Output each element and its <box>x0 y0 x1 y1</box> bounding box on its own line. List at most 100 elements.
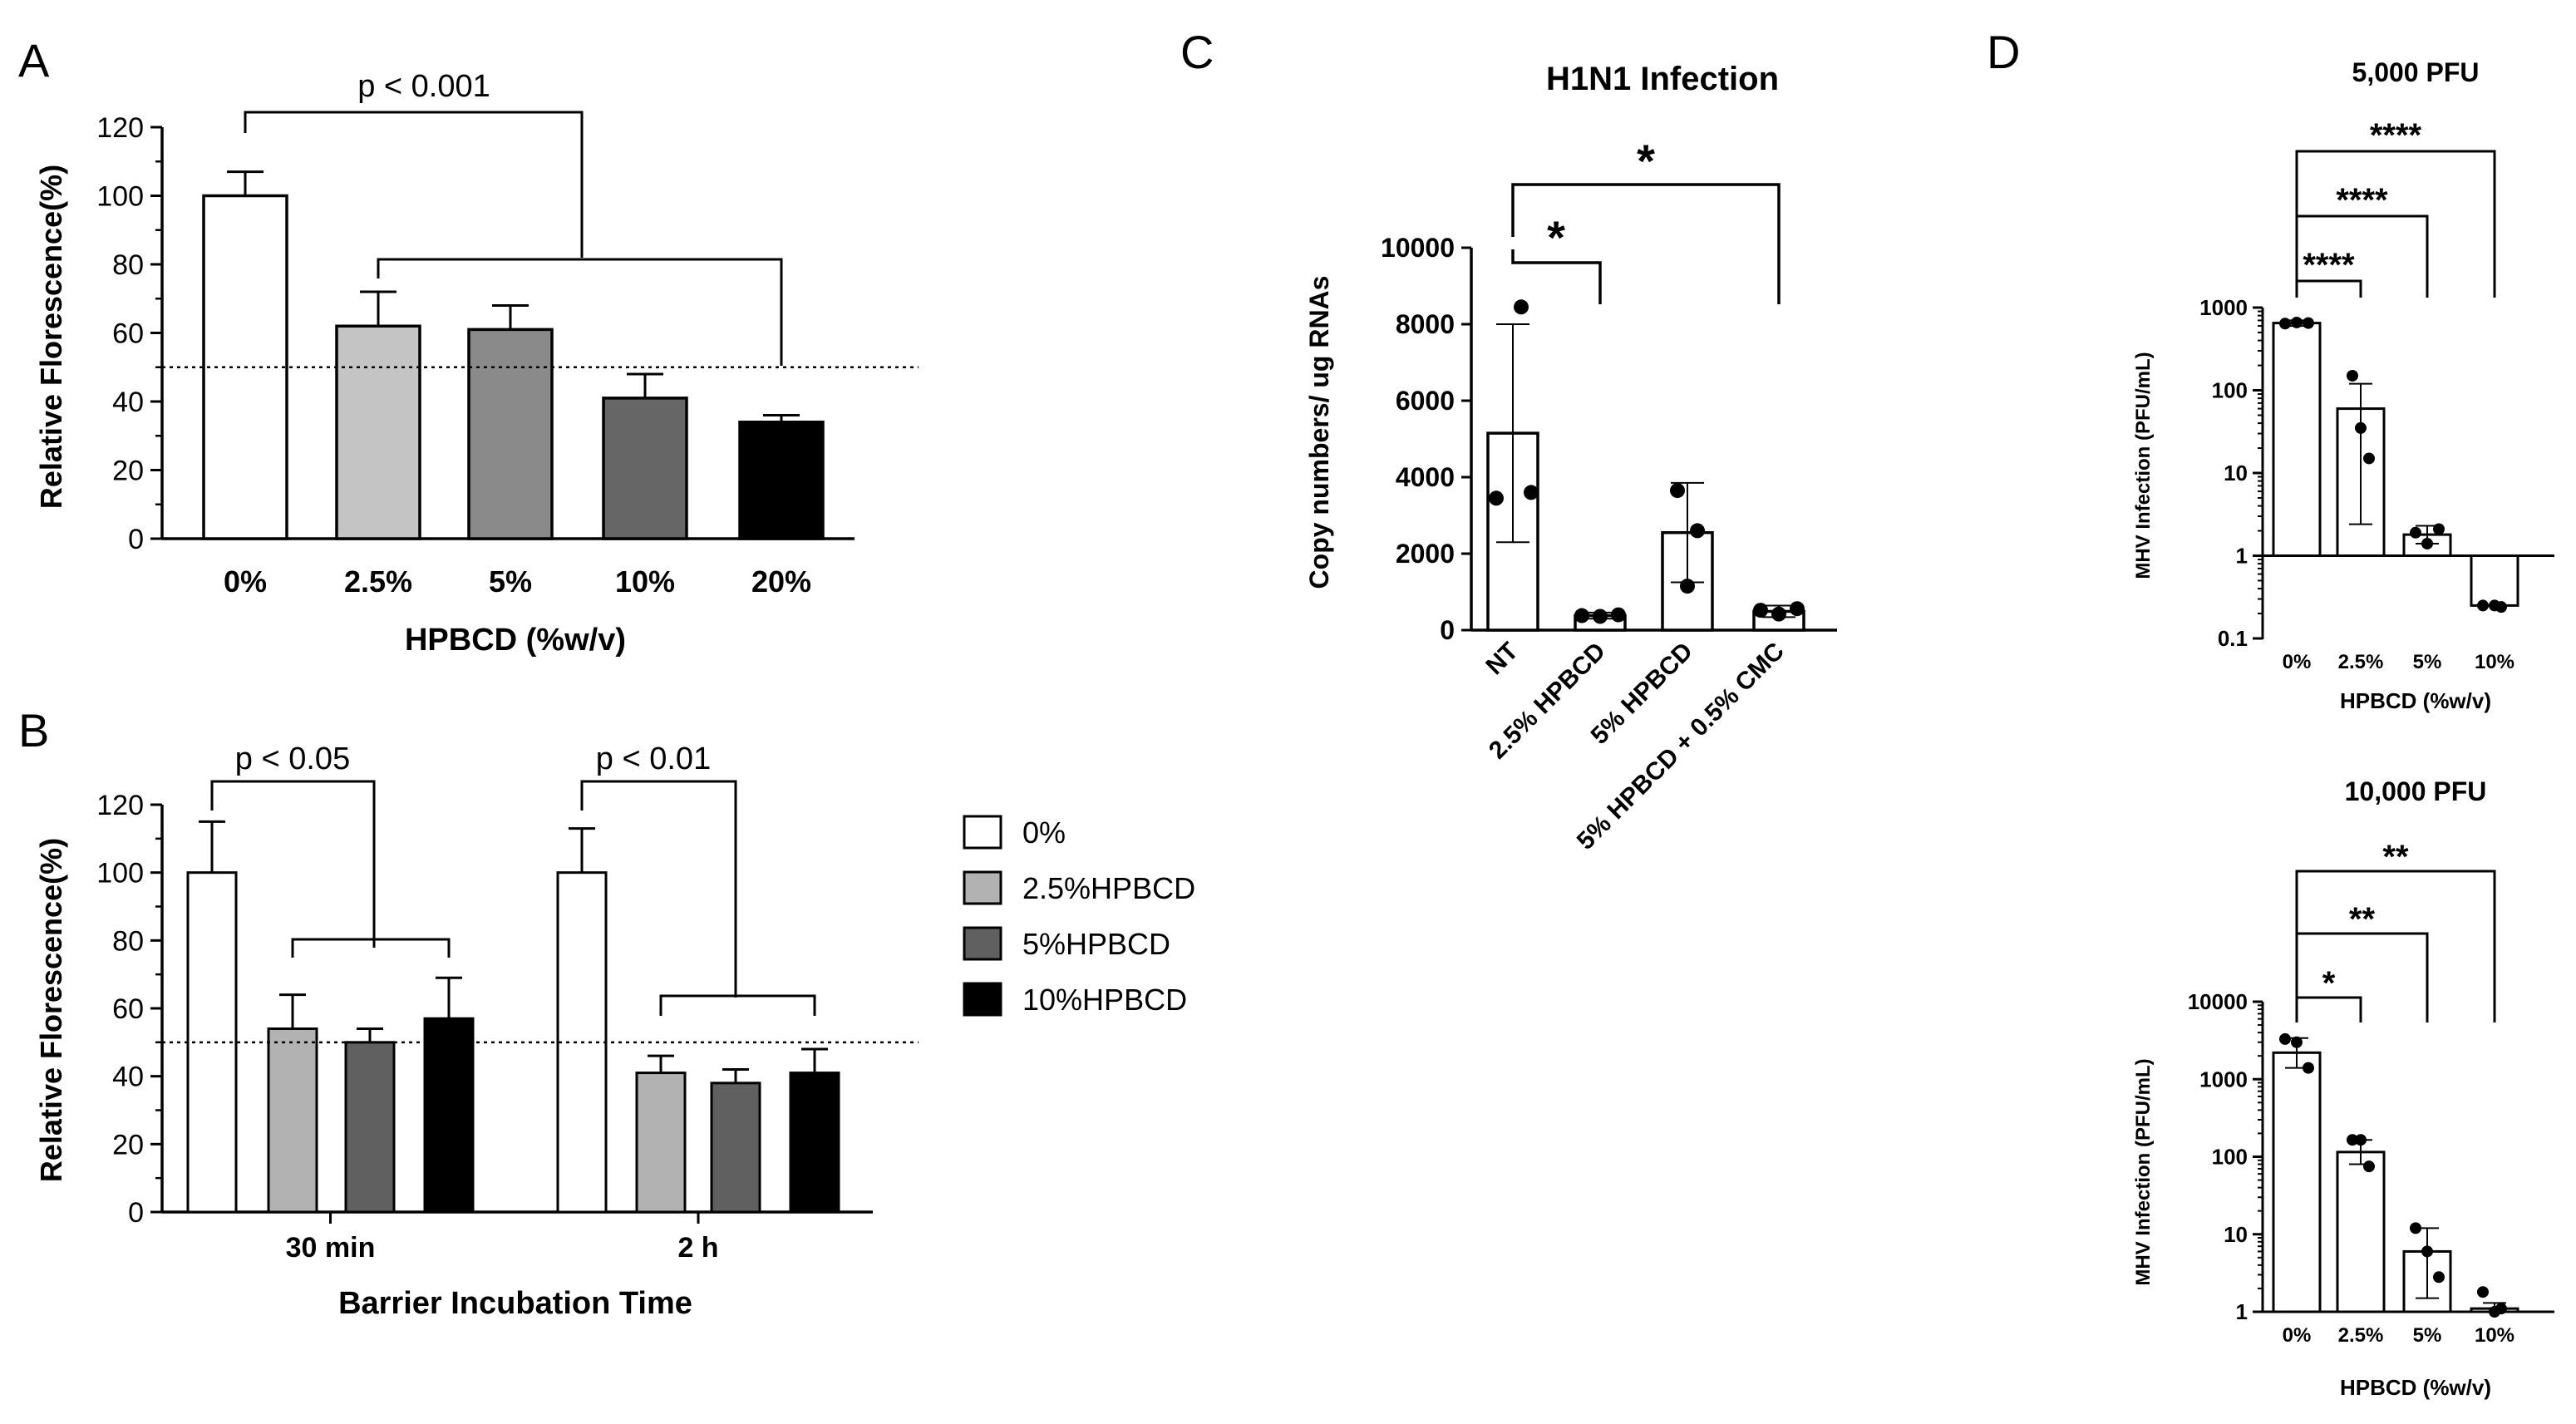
data-point <box>2355 421 2367 434</box>
significance-marker: **** <box>2303 247 2355 283</box>
bar <box>344 1041 396 1214</box>
panel-a-xlabel: HPBCD (%w/v) <box>405 623 626 658</box>
y-tick-label: 0.1 <box>2218 626 2248 651</box>
y-tick-label: 10000 <box>1381 233 1455 263</box>
y-tick-label: 100 <box>96 858 144 889</box>
x-tick-label: 0% <box>224 564 267 599</box>
panel-d2-title: 10,000 PFU <box>2345 776 2487 806</box>
panel-c-title: H1N1 Infection <box>1546 61 1779 97</box>
y-tick-label: 100 <box>2212 1145 2248 1170</box>
bar <box>267 1027 318 1214</box>
panel-d1-ylabel: MHV Infection (PFU/mL) <box>2132 352 2155 579</box>
data-point <box>1593 609 1608 624</box>
legend-swatch-0 <box>963 815 1002 850</box>
x-tick-label: 0% <box>2283 651 2312 673</box>
panel-a-ylabel: Relative Florescence(%) <box>34 165 68 509</box>
bar <box>467 328 554 540</box>
data-point <box>1670 483 1685 499</box>
significance-bracket <box>2295 870 2496 1022</box>
y-tick-label: 1000 <box>2199 295 2248 320</box>
y-tick-label: 60 <box>112 993 144 1025</box>
y-tick-label: 0 <box>1440 615 1455 645</box>
data-point <box>1680 579 1695 594</box>
y-tick-label: 1 <box>2236 1299 2248 1324</box>
x-tick-label: 2.5% <box>344 564 412 599</box>
panel-label-b: B <box>18 704 49 756</box>
x-tick-label: 5% <box>2413 1324 2442 1347</box>
y-tick-label: 120 <box>96 112 144 144</box>
y-tick-label: 40 <box>112 1062 144 1093</box>
panel-b-chart: 0 20 40 60 80 100 120 30 min 2 h <box>96 780 919 1264</box>
data-point <box>2421 1245 2433 1258</box>
y-tick-label: 20 <box>112 456 144 487</box>
bar <box>423 1017 475 1214</box>
x-tick-label: 10% <box>615 564 675 599</box>
significance-bracket <box>1511 183 1781 304</box>
y-tick-label: 2000 <box>1396 539 1455 569</box>
y-tick-label: 4000 <box>1396 462 1455 492</box>
data-point <box>2347 369 2358 382</box>
data-point <box>1524 485 1539 500</box>
panel-d1-chart: 0.1 1 10 100 1000 0% 2.5% 5% 10% **** **** **** <box>2199 117 2554 673</box>
x-tick-label: 30 min <box>286 1232 376 1264</box>
x-tick-label: 10% <box>2475 1324 2514 1347</box>
y-tick-label: 1 <box>2236 544 2248 569</box>
panel-b-ylabel: Relative Florescence(%) <box>34 838 68 1182</box>
x-tick-label: 10% <box>2475 651 2514 673</box>
significance-marker: ** <box>2382 839 2409 875</box>
legend-swatch-3 <box>963 982 1002 1017</box>
panel-c-ylabel: Copy numbers/ ug RNAs <box>1304 276 1334 589</box>
data-point <box>2291 316 2303 328</box>
bar <box>335 324 421 540</box>
significance-marker: * <box>1547 211 1565 264</box>
panel-b-annotation-2: p < 0.01 <box>596 742 711 776</box>
panel-label-d: D <box>1987 26 2020 78</box>
data-point <box>2355 1134 2367 1146</box>
significance-bracket <box>1511 249 1602 304</box>
significance-bracket-group <box>377 258 783 366</box>
bar <box>738 421 825 540</box>
x-tick-label: 0% <box>2283 1324 2312 1347</box>
significance-bracket-top <box>580 780 737 998</box>
data-point <box>1611 607 1626 623</box>
data-point <box>2489 1306 2500 1318</box>
significance-bracket-group <box>659 994 816 1016</box>
panel-b-annotation-1: p < 0.05 <box>235 742 350 776</box>
bar <box>186 871 238 1214</box>
panel-a-annotation: p < 0.001 <box>357 69 490 104</box>
panel-b-legend: 0% 2.5%HPBCD 5%HPBCD 10%HPBCD <box>963 815 1195 1017</box>
y-tick-label: 20 <box>112 1129 144 1160</box>
panel-d2-xlabel: HPBCD (%w/v) <box>2340 1375 2491 1400</box>
panel-d1-xlabel: HPBCD (%w/v) <box>2340 688 2491 713</box>
y-tick-label: 100 <box>2212 378 2248 403</box>
panel-label-a: A <box>18 34 50 86</box>
y-tick-label: 0 <box>128 1197 144 1229</box>
data-point <box>1574 608 1589 623</box>
y-tick-label: 6000 <box>1396 386 1455 416</box>
legend-label-0: 0% <box>1022 815 1066 850</box>
data-point <box>1790 601 1805 617</box>
data-point <box>2279 318 2291 330</box>
data-point <box>2477 1286 2489 1298</box>
y-tick-label: 80 <box>112 925 144 957</box>
y-tick-label: 0 <box>128 524 144 555</box>
significance-bracket-top <box>210 780 376 948</box>
significance-marker: **** <box>2370 117 2422 154</box>
y-tick-label: 10000 <box>2188 989 2248 1014</box>
data-point <box>2279 1032 2291 1045</box>
legend-swatch-1 <box>963 870 1002 905</box>
data-point <box>1771 606 1786 622</box>
x-tick-label: 20% <box>751 564 811 599</box>
x-tick-label: 5% <box>489 564 532 599</box>
y-tick-label: 8000 <box>1396 309 1455 339</box>
significance-marker: * <box>1637 135 1655 187</box>
significance-bracket <box>2295 279 2362 298</box>
x-tick-label: 2.5% <box>2338 1324 2384 1347</box>
data-point <box>2303 1062 2314 1074</box>
y-tick-label: 60 <box>112 318 144 350</box>
data-point <box>2291 1036 2303 1048</box>
bar <box>2336 1151 2386 1313</box>
y-tick-label: 1000 <box>2199 1067 2248 1091</box>
